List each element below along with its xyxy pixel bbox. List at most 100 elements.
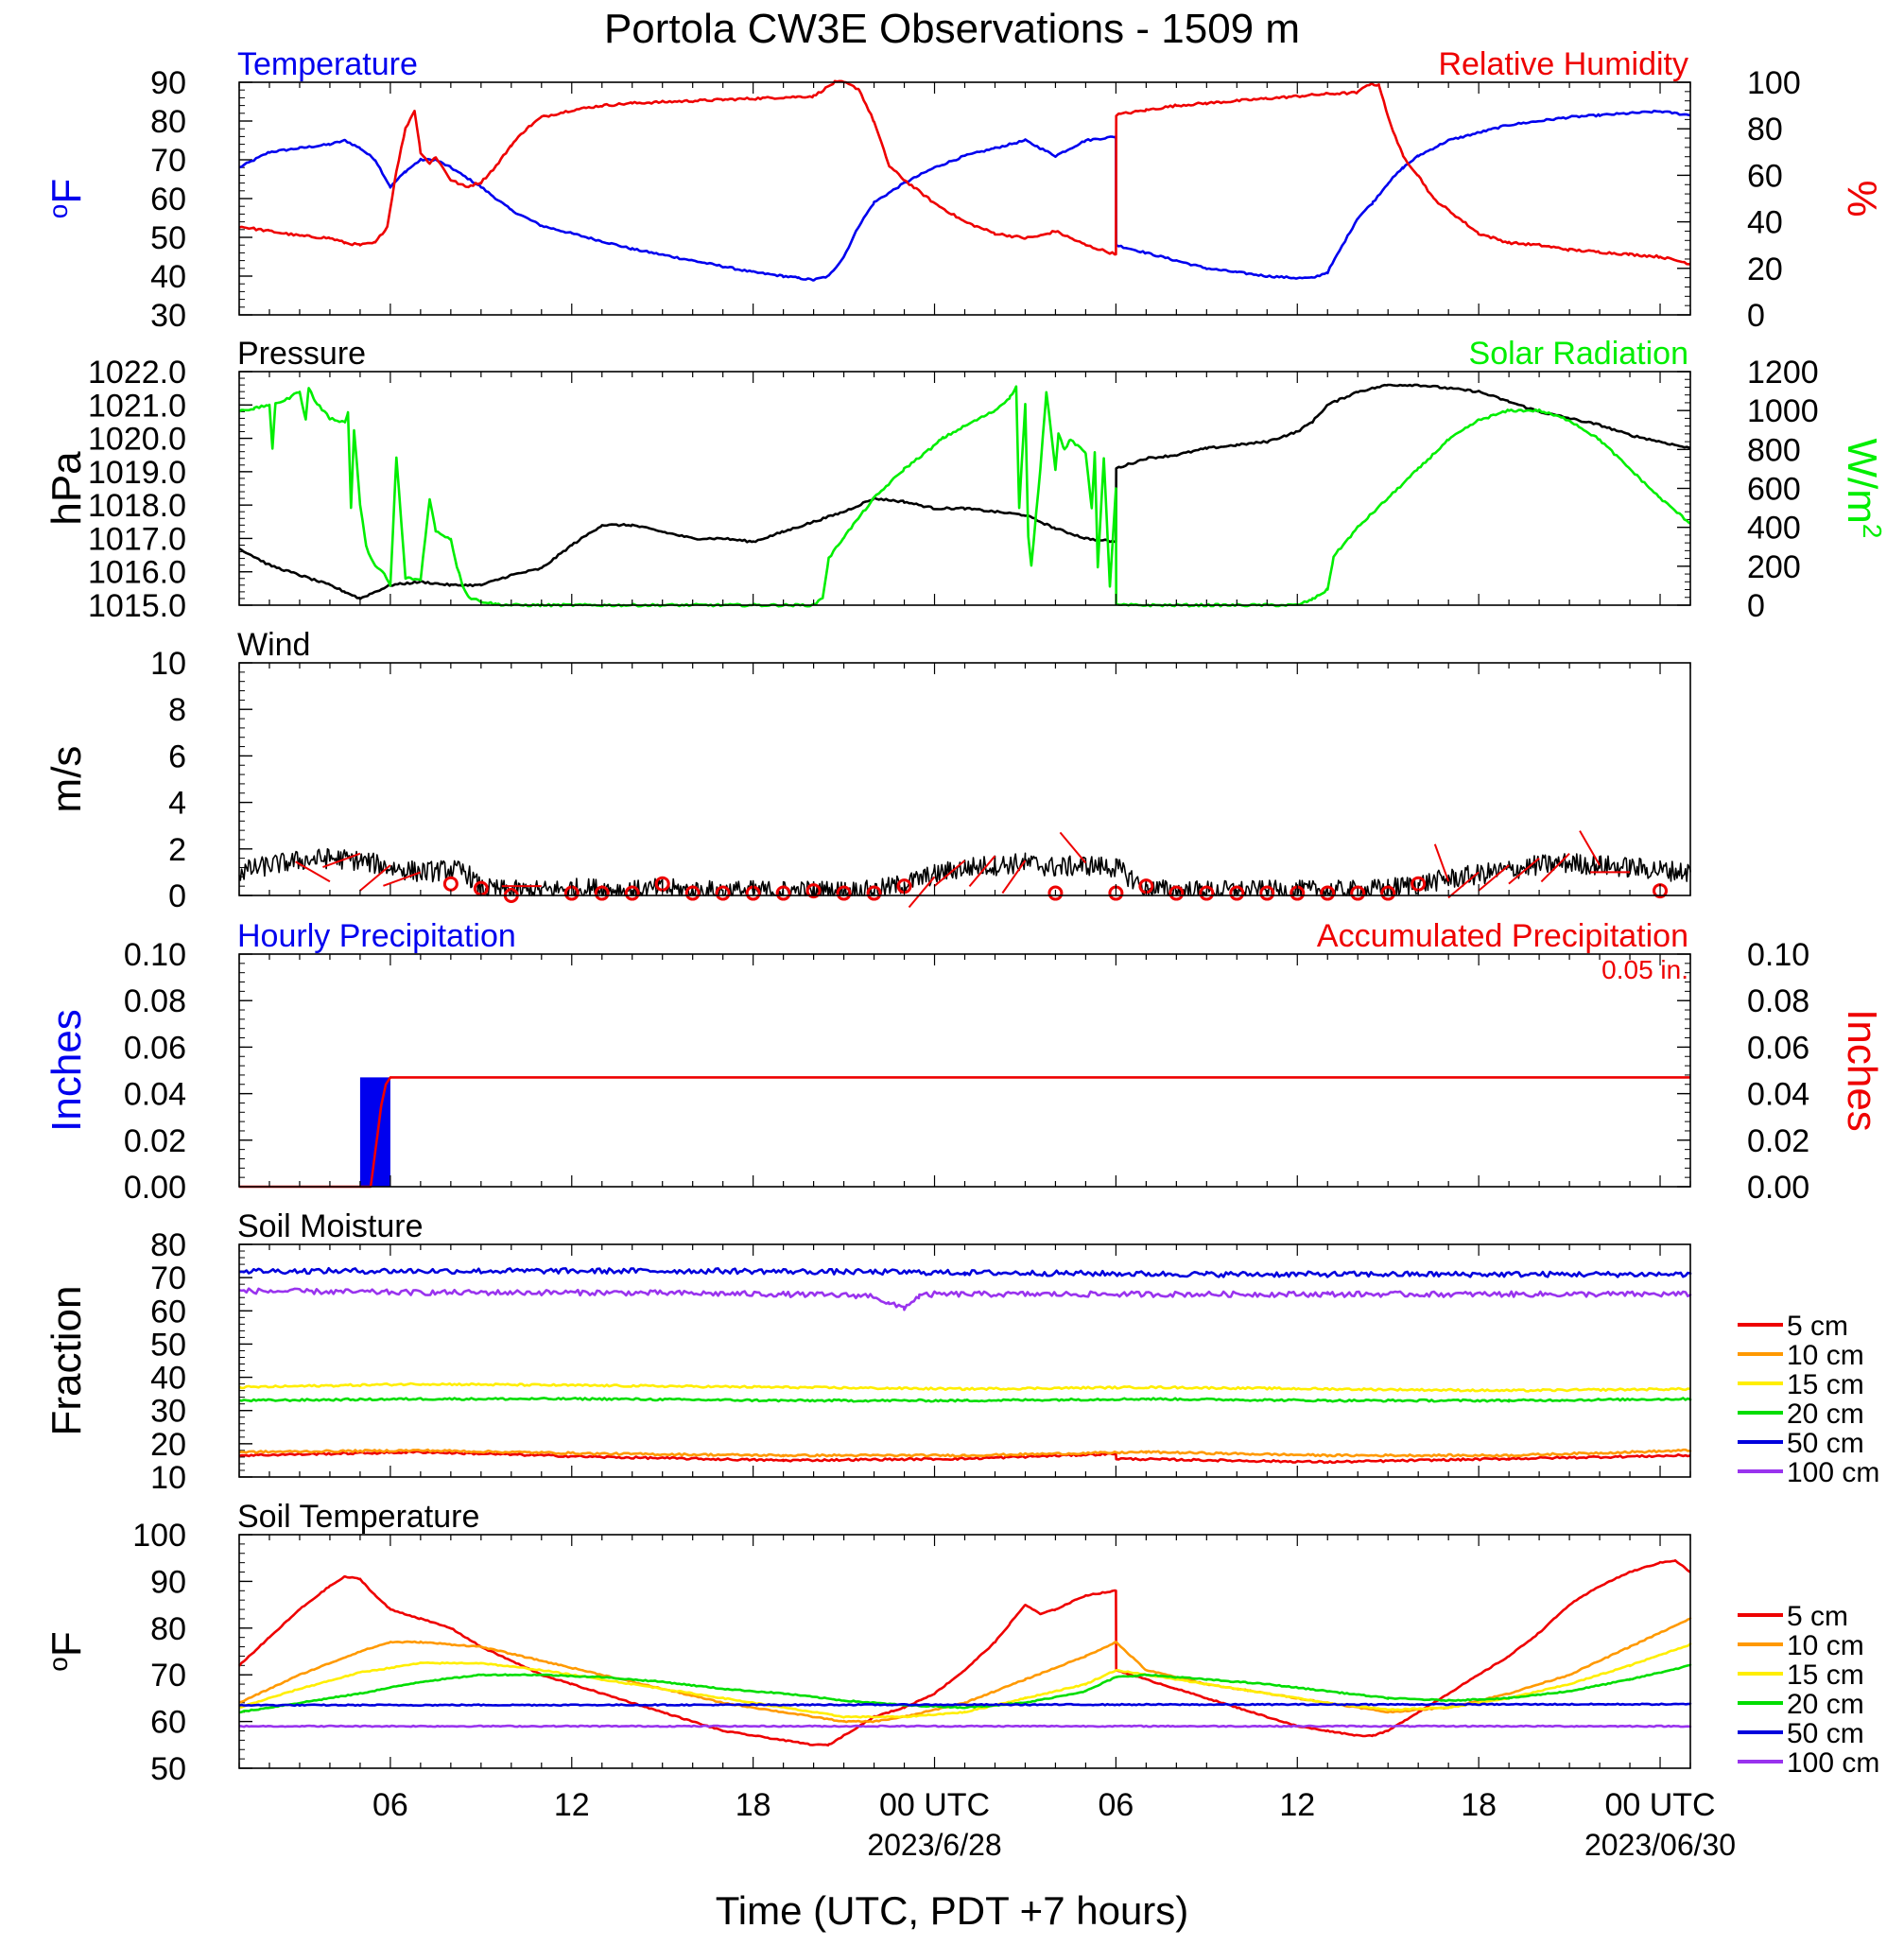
pressure_solar-series-solar-radiation bbox=[238, 385, 1691, 608]
wind-calm-marker bbox=[1229, 885, 1245, 901]
pressure_solar-left-axis-ytick-label: 1017.0 bbox=[88, 521, 186, 557]
precip-right-axis-ytick-label: 0.06 bbox=[1747, 1030, 1809, 1066]
temp_rh-left-axis-ytick-label: 50 bbox=[150, 220, 186, 256]
wind-calm-marker bbox=[624, 885, 640, 901]
precip-ylabel-left: Inches bbox=[43, 1009, 90, 1132]
wind-calm-marker bbox=[805, 883, 822, 899]
soil_temperature-ylabel-left: oF bbox=[43, 1631, 90, 1671]
soil_moisture-ylabel-left: Fraction bbox=[43, 1286, 90, 1436]
x-tick-label: 18 bbox=[1461, 1787, 1497, 1823]
soil_moisture-left-axis-ytick-label: 40 bbox=[150, 1361, 186, 1397]
soil_temperature-left-axis-ytick-label: 90 bbox=[150, 1564, 186, 1600]
pressure_solar-title-right: Solar Radiation bbox=[1469, 336, 1688, 372]
precip-series-accumulated-precipitation bbox=[239, 1076, 1690, 1189]
wind-calm-marker bbox=[866, 885, 882, 901]
temp_rh-right-axis-ytick-label: 100 bbox=[1747, 65, 1801, 101]
x-tick-label: 06 bbox=[1098, 1787, 1134, 1823]
pressure_solar-right-axis-ytick-label: 600 bbox=[1747, 472, 1801, 508]
soil_moisture-title-left: Soil Moisture bbox=[237, 1208, 424, 1244]
temp_rh-title-left: Temperature bbox=[237, 46, 418, 82]
pressure_solar-right-axis-ytick-label: 400 bbox=[1747, 511, 1801, 547]
wind-barb bbox=[1478, 864, 1510, 892]
temp_rh-left-axis-ytick-label: 40 bbox=[150, 259, 186, 295]
pressure_solar-right-axis-ytick-label: 1000 bbox=[1747, 393, 1819, 429]
wind-calm-marker bbox=[684, 885, 701, 901]
soil_moisture-series-15-cm bbox=[238, 1381, 1691, 1393]
soil_temperature-frame bbox=[238, 1534, 1691, 1769]
precip-title-right: Accumulated Precipitation bbox=[1317, 918, 1688, 954]
wind-calm-marker bbox=[715, 885, 731, 901]
temp_rh-left-axis-ytick-label: 70 bbox=[150, 143, 186, 179]
pressure_solar-title-left: Pressure bbox=[237, 336, 366, 372]
temp_rh-ylabel-right: % bbox=[1839, 180, 1885, 217]
temp_rh-left-axis-ytick-label: 60 bbox=[150, 182, 186, 217]
pressure_solar-left-axis-ytick-label: 1020.0 bbox=[88, 422, 186, 458]
wind-barb bbox=[295, 860, 331, 883]
soil_moisture-series-100-cm bbox=[238, 1287, 1692, 1312]
soil_moisture-left-axis-ytick-label: 80 bbox=[150, 1227, 186, 1263]
panel-pressure_solar: Pressure Solar Radiation 1015.01016.01017.… bbox=[43, 336, 1887, 624]
temp_rh-ylabel-left-degree: o bbox=[43, 204, 73, 219]
soil_moisture-legend-label: 15 cm bbox=[1787, 1369, 1864, 1400]
x-tick-label: 12 bbox=[554, 1787, 590, 1823]
pressure_solar-left-axis-ytick-label: 1022.0 bbox=[88, 355, 186, 391]
precip-left-axis-ytick-label: 0.04 bbox=[124, 1077, 186, 1113]
soil_moisture-left-axis-ytick-label: 60 bbox=[150, 1294, 186, 1329]
precip-ylabel-right: Inches bbox=[1839, 1009, 1885, 1132]
wind-calm-marker bbox=[1320, 885, 1336, 901]
soil_temperature-legend-label: 15 cm bbox=[1787, 1659, 1864, 1691]
soil_moisture-left-axis-ytick-label: 70 bbox=[150, 1260, 186, 1296]
wind-barb bbox=[908, 876, 936, 909]
wind-barb bbox=[1540, 853, 1570, 883]
pressure_solar-right-axis-ytick-label: 200 bbox=[1747, 549, 1801, 585]
precip-frame bbox=[238, 953, 1691, 1188]
wind-left-axis-ytick-label: 8 bbox=[168, 692, 186, 728]
soil_temperature-series-20-cm bbox=[238, 1663, 1692, 1714]
temp_rh-title-right: Relative Humidity bbox=[1438, 46, 1688, 82]
wind-left-axis-ytick-label: 0 bbox=[168, 878, 186, 914]
temp_rh-right-axis-ytick-label: 80 bbox=[1747, 112, 1783, 148]
soil_moisture-series-10-cm bbox=[238, 1448, 1692, 1458]
soil_moisture-left-axis-ytick-label: 20 bbox=[150, 1427, 186, 1463]
wind-title-left: Wind bbox=[237, 627, 310, 663]
temp_rh-left-axis-ytick-label: 90 bbox=[150, 65, 186, 101]
pressure_solar-right-axis-ytick-label: 1200 bbox=[1747, 355, 1819, 391]
soil_temperature-series-15-cm bbox=[238, 1642, 1692, 1719]
soil_temperature-legend-label: 20 cm bbox=[1787, 1689, 1864, 1720]
soil_moisture-left-axis-ytick-label: 10 bbox=[150, 1460, 186, 1496]
wind-ylabel-left: m/s bbox=[43, 746, 90, 813]
wind-barb bbox=[383, 871, 422, 887]
temp_rh-series-temperature bbox=[238, 109, 1691, 282]
wind-barb bbox=[1059, 831, 1087, 864]
panel-precip: Hourly Precipitation Accumulated Precipit… bbox=[43, 918, 1885, 1206]
soil_temperature-ylabel-left-degree: o bbox=[43, 1657, 73, 1672]
soil_temperature-legend-label: 50 cm bbox=[1787, 1718, 1864, 1749]
wind-barb bbox=[359, 864, 391, 892]
figure-title: Portola CW3E Observations - 1509 m bbox=[604, 6, 1300, 52]
soil_temperature-title-left: Soil Temperature bbox=[237, 1499, 479, 1535]
soil_temperature-left-axis-ytick-label: 100 bbox=[132, 1518, 186, 1554]
temp_rh-left-axis-ytick-label: 80 bbox=[150, 104, 186, 140]
precip-right-axis-ytick-label: 0.00 bbox=[1747, 1170, 1809, 1206]
x-tick-label: 12 bbox=[1279, 1787, 1315, 1823]
soil_temperature-left-axis-ytick-label: 60 bbox=[150, 1705, 186, 1741]
soil_moisture-series-5-cm bbox=[238, 1450, 1691, 1465]
temp_rh-right-axis-ytick-label: 60 bbox=[1747, 158, 1783, 194]
wind-left-axis-ytick-label: 2 bbox=[168, 832, 186, 868]
wind-calm-marker bbox=[1047, 885, 1064, 901]
soil_moisture-legend-label: 10 cm bbox=[1787, 1340, 1864, 1371]
x-tick-date: 2023/6/28 bbox=[867, 1828, 1001, 1862]
x-tick-label: 18 bbox=[736, 1787, 771, 1823]
wind-calm-marker bbox=[836, 885, 852, 901]
precip-right-axis-ytick-label: 0.04 bbox=[1747, 1077, 1809, 1113]
x-tick-label: 06 bbox=[372, 1787, 408, 1823]
wind-barb bbox=[1508, 857, 1540, 885]
wind-series-wind bbox=[238, 847, 1691, 896]
soil_temperature-legend-label: 10 cm bbox=[1787, 1630, 1864, 1661]
precip-right-axis-ytick-label: 0.08 bbox=[1747, 983, 1809, 1019]
wind-calm-marker bbox=[594, 885, 610, 901]
